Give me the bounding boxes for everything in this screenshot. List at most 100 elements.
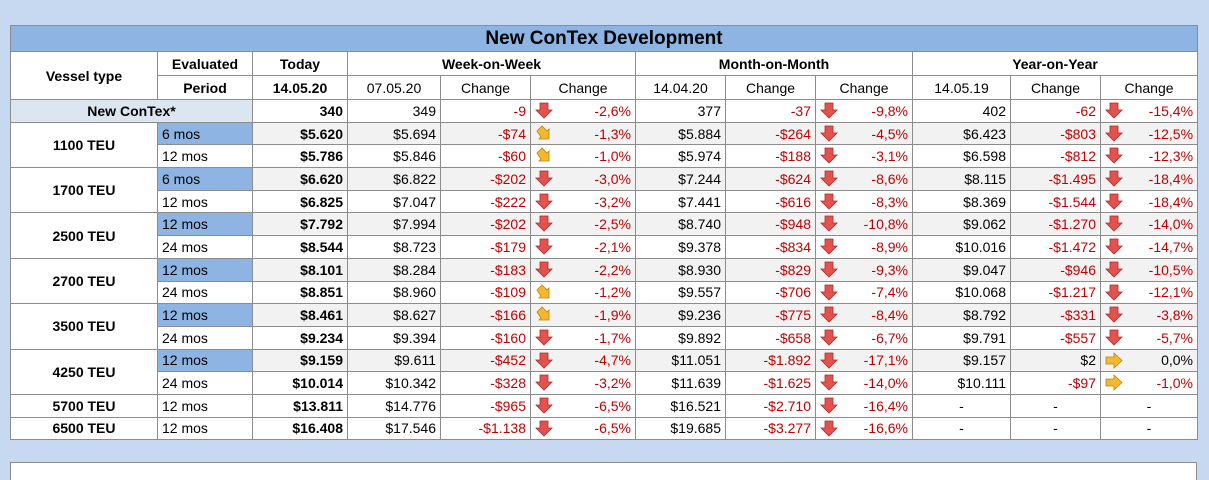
cell-text: $16.521	[670, 397, 721, 414]
today-value: $16.408	[252, 416, 348, 441]
today-value: $13.811	[252, 393, 348, 418]
header-row: Vessel type Evaluated Today Week-on-Week Mon…	[10, 51, 1199, 100]
table-cell: -10,5%	[1099, 257, 1199, 282]
cell-text: $11.639	[671, 375, 721, 392]
table-cell: -5,7%	[1099, 325, 1199, 350]
cell-text: -$166	[490, 307, 526, 324]
table-cell: -12,3%	[1099, 144, 1199, 169]
today-value: $5.620	[252, 121, 348, 146]
data-row: 24 mos $8.851 $8.960 -$109 -1,2% $9.557 -$706 -…	[11, 280, 1199, 305]
table-cell: -$202	[440, 167, 531, 191]
table-cell: -$179	[440, 235, 531, 259]
column-header: Change	[1099, 75, 1199, 100]
column-header: 14.05.19	[912, 75, 1011, 100]
bottom-panel	[10, 462, 1197, 480]
trend-arrow	[820, 420, 838, 439]
data-row: 1100 TEU 6 mos $5.620 $5.694 -$74 -1,3% $5.884…	[10, 121, 1199, 169]
cell-text: -$331	[1060, 307, 1096, 324]
table-cell: $11.051	[635, 348, 726, 373]
table-cell: -$74	[440, 121, 531, 146]
trend-arrow	[820, 374, 838, 393]
cell-text: -$624	[775, 170, 811, 187]
cell-text: $9.159	[300, 352, 343, 369]
cell-text: -12,3%	[1148, 148, 1194, 165]
data-row: 6500 TEU 12 mos $16.408 $17.546 -$1.138 -6,5%…	[10, 416, 1199, 441]
cell-text: $6.620	[300, 170, 343, 187]
trend-arrow	[1105, 306, 1123, 325]
today-value: $8.851	[252, 280, 348, 305]
table-cell: $8.627	[347, 303, 441, 327]
cell-text: -1,0%	[1156, 375, 1194, 392]
period: 24 mos	[157, 371, 253, 395]
today-value: $8.544	[252, 235, 348, 259]
period: 12 mos	[157, 144, 253, 169]
trend-arrow	[535, 261, 553, 280]
cell-text: -2,2%	[594, 261, 631, 278]
table-cell: $8.369	[912, 189, 1011, 214]
table-cell: -$1.270	[1010, 212, 1101, 237]
cell-text: -$706	[775, 284, 811, 301]
table-cell: -	[1099, 393, 1199, 418]
cell-text: -1,7%	[594, 329, 631, 346]
table-cell: -$60	[440, 144, 531, 169]
cell-text: -3,1%	[871, 148, 908, 165]
cell-text: -	[1146, 420, 1152, 437]
table-cell: -$452	[440, 348, 531, 373]
trend-arrow	[820, 261, 838, 280]
cell-text: -$328	[490, 375, 526, 392]
cell-text: -$222	[490, 193, 526, 210]
cell-text: -8,4%	[871, 307, 908, 324]
cell-text: -3,0%	[594, 170, 631, 187]
trend-arrow	[1105, 193, 1123, 212]
table-cell: $9.611	[347, 348, 441, 373]
header-cell: Today	[252, 51, 348, 76]
cell-text: $19.685	[670, 420, 721, 437]
table-cell: -1,2%	[530, 280, 636, 305]
table-cell: -$803	[1010, 121, 1101, 146]
table-cell: -$1.892	[725, 348, 816, 373]
table-cell: -$965	[440, 393, 531, 418]
cell-text: $10.014	[292, 375, 343, 392]
table-cell: $10.342	[347, 371, 441, 395]
table-cell: -17,1%	[815, 348, 913, 373]
table-cell: -4,7%	[530, 348, 636, 373]
table-cell: -14,0%	[1099, 212, 1199, 237]
cell-text: -62	[1075, 102, 1096, 119]
cell-text: $8.461	[300, 307, 343, 324]
cell-text: 340	[319, 102, 343, 119]
trend-arrow	[535, 397, 553, 416]
trend-arrow	[1105, 284, 1123, 303]
cell-text: $9.378	[678, 238, 721, 255]
table-panel: New ConTex Development Vessel type Evaluat…	[9, 25, 1199, 441]
header-cell: Evaluated	[157, 51, 253, 76]
trend-arrow	[1105, 215, 1123, 234]
cell-text: $5.884	[678, 125, 721, 142]
table-cell: -18,4%	[1099, 189, 1199, 214]
trend-arrow	[820, 306, 838, 325]
cell-text: -$1.625	[763, 375, 811, 392]
cell-text: $9.791	[963, 329, 1006, 346]
table-cell: $9.047	[912, 257, 1011, 282]
table-cell: -7,4%	[815, 280, 913, 305]
period: 12 mos	[157, 393, 253, 418]
table-cell: $8.115	[912, 167, 1011, 191]
cell-text: -7,4%	[871, 284, 908, 301]
cell-text: $6.598	[963, 148, 1006, 165]
cell-text: $8.369	[963, 193, 1006, 210]
table-cell: $7.994	[347, 212, 441, 237]
trend-arrow	[535, 102, 553, 121]
today-value: $10.014	[252, 371, 348, 395]
trend-arrow	[820, 352, 838, 371]
cell-text: -$1.495	[1048, 170, 1096, 187]
table-cell: -2,6%	[530, 99, 636, 123]
cell-text: -16,4%	[863, 397, 908, 414]
table-cell: -$331	[1010, 303, 1101, 327]
table-cell: 402	[912, 99, 1011, 123]
table-cell: 0,0%	[1099, 348, 1199, 373]
table-cell: -1,7%	[530, 325, 636, 350]
trend-arrow	[1105, 351, 1123, 371]
table-cell: -$109	[440, 280, 531, 305]
table-cell: -16,6%	[815, 416, 913, 441]
trend-arrow	[535, 352, 553, 371]
cell-text: -$183	[490, 261, 526, 278]
